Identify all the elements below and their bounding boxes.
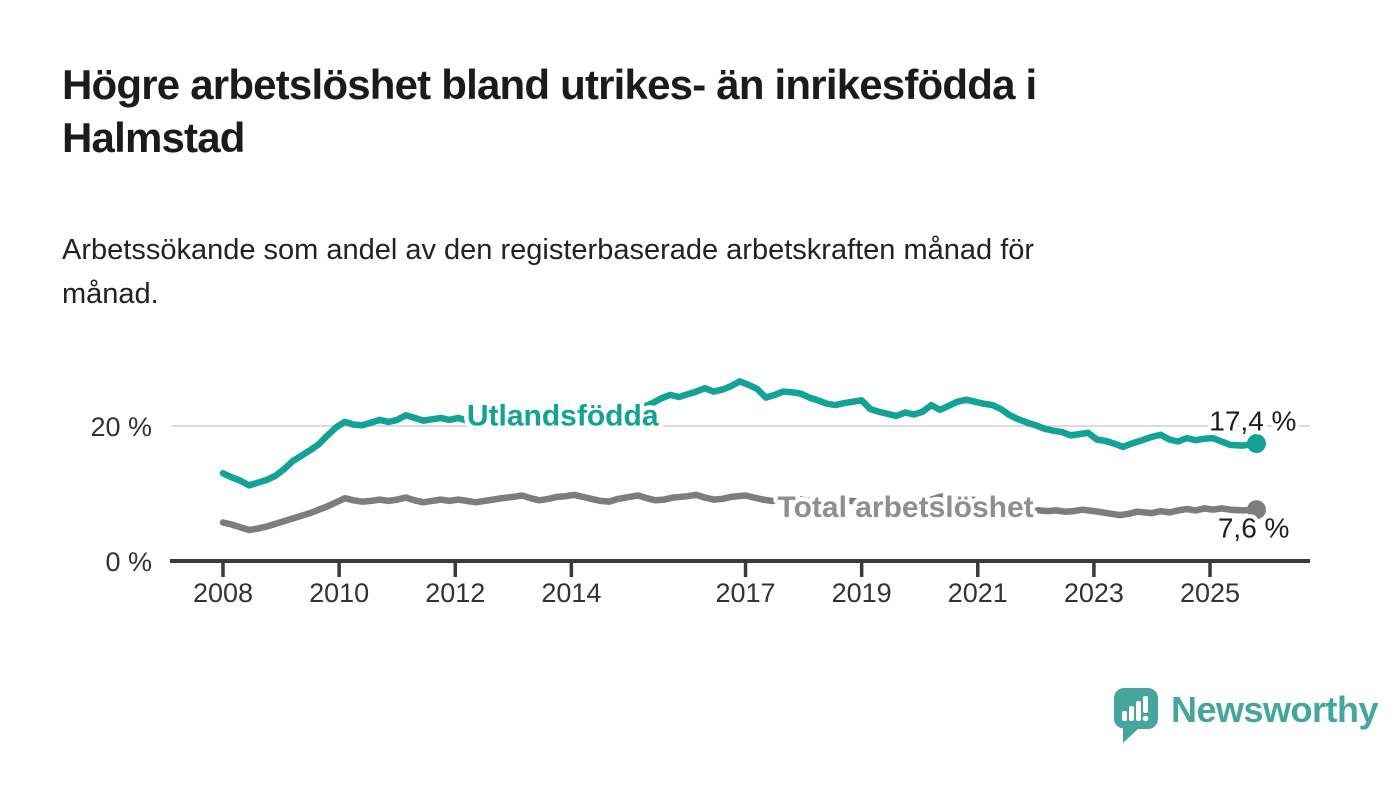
newsworthy-branding: Newsworthy [1114,688,1379,745]
page-title: Högre arbetslöshet bland utrikes- än inr… [62,58,1262,164]
series-line-utlandsfodda [219,378,1260,489]
chart-subtitle-line1: Arbetssökande som andel av den registerb… [62,234,1035,266]
x-tick-label-2010: 2010 [309,578,369,608]
series-label-utlandsfodda: Utlandsfödda [467,399,659,432]
x-tick-label-2017: 2017 [716,578,776,608]
y-tick-label-20: 20 % [90,412,152,442]
x-tick-label-2021: 2021 [948,578,1008,608]
x-tick-label-2025: 2025 [1180,578,1240,608]
x-tick-label-2023: 2023 [1064,578,1124,608]
series-label-total: Total arbetslöshet [777,491,1033,524]
chart-subtitle: Arbetssökande som andel av den registerb… [62,228,1282,316]
x-tick-label-2019: 2019 [832,578,892,608]
x-tick-label-2008: 2008 [193,578,253,608]
end-value-label-utlandsfodda: 17,4 % [1209,406,1296,437]
page-title-line2: Halmstad [62,114,245,161]
end-dot-utlandsfodda [1246,434,1266,454]
newsworthy-logo-icon [1114,688,1158,743]
y-tick-label-0: 0 % [105,547,152,577]
brand-name: Newsworthy [1171,689,1379,730]
mini-bar-chart-glyph [1122,696,1149,722]
page-title-line1: Högre arbetslöshet bland utrikes- än inr… [62,61,1037,108]
end-value-label-total: 7,6 % [1218,513,1290,544]
chart-subtitle-line2: månad. [62,278,159,310]
end-dot-total [1246,500,1266,520]
series-line-total [219,491,1260,534]
x-tick-label-2014: 2014 [541,578,601,608]
x-tick-label-2012: 2012 [425,578,485,608]
